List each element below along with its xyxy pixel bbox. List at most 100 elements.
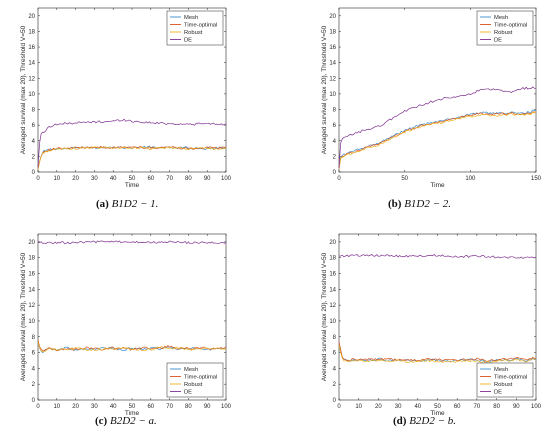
x-tick-label: 90 bbox=[513, 404, 520, 410]
y-axis-label: Averaged survival (max 20), Threshold V=… bbox=[20, 25, 27, 154]
legend-entry: Robust bbox=[494, 30, 513, 36]
y-tick-label: 6 bbox=[32, 123, 36, 129]
caption-d-text: B2D2 − b. bbox=[409, 415, 457, 427]
x-tick-label: 70 bbox=[166, 404, 173, 410]
x-tick-label: 10 bbox=[53, 404, 60, 410]
series-line-time-optimal bbox=[37, 145, 227, 170]
series-line-time-optimal bbox=[338, 341, 537, 362]
legend-entry: Robust bbox=[184, 30, 203, 36]
x-tick-label: 40 bbox=[110, 176, 117, 182]
y-tick-label: 4 bbox=[32, 366, 36, 372]
x-tick-label: 100 bbox=[531, 404, 542, 410]
y-tick-label: 8 bbox=[32, 108, 36, 114]
y-tick-label: 6 bbox=[333, 351, 337, 357]
x-tick-label: 40 bbox=[414, 404, 421, 410]
series-line-robust bbox=[338, 111, 537, 169]
caption-c: (c) B2D2 − a. bbox=[95, 415, 157, 427]
y-tick-label: 10 bbox=[28, 319, 35, 325]
caption-c-text: B2D2 − a. bbox=[109, 415, 157, 427]
y-tick-label: 16 bbox=[329, 272, 336, 278]
x-tick-label: 0 bbox=[36, 176, 40, 182]
x-tick-label: 10 bbox=[53, 176, 60, 182]
y-tick-label: 16 bbox=[28, 45, 35, 51]
caption-b-text: B1D2 − 2. bbox=[404, 198, 452, 210]
series-line-de bbox=[38, 240, 227, 245]
caption-a: (a) B1D2 − 1. bbox=[96, 198, 158, 210]
x-tick-label: 100 bbox=[221, 176, 232, 182]
series-line-mesh bbox=[37, 341, 227, 354]
y-tick-label: 2 bbox=[333, 154, 337, 160]
legend-entry: Mesh bbox=[494, 15, 508, 21]
x-tick-label: 70 bbox=[474, 404, 481, 410]
caption-d: (d) B2D2 − b. bbox=[393, 415, 456, 427]
y-tick-label: 12 bbox=[28, 76, 35, 82]
x-tick-label: 70 bbox=[166, 176, 173, 182]
y-tick-label: 10 bbox=[28, 92, 35, 98]
chart-panel-3: 0 2 4 6 8 10 12 14 16 18 20 0 10 20 30 40 50 60 70 80 90 100 T… bbox=[321, 233, 542, 417]
legend-entry: DE bbox=[184, 38, 192, 44]
caption-a-text: B1D2 − 1. bbox=[111, 198, 159, 210]
series-line-de bbox=[338, 86, 537, 169]
x-axis-label: Time bbox=[430, 410, 445, 417]
x-tick-label: 80 bbox=[185, 176, 192, 182]
y-tick-label: 6 bbox=[333, 123, 337, 129]
y-tick-label: 18 bbox=[28, 29, 35, 35]
y-tick-label: 2 bbox=[32, 154, 36, 160]
x-tick-label: 50 bbox=[129, 404, 136, 410]
y-tick-label: 8 bbox=[32, 335, 36, 341]
chart-panel-0: 0 2 4 6 8 10 12 14 16 18 20 0 10 20 30 40 50 60 70 80 90 100 T… bbox=[20, 7, 232, 189]
y-tick-label: 2 bbox=[333, 382, 337, 388]
legend-entry: DE bbox=[184, 390, 192, 396]
legend-entry: Robust bbox=[184, 382, 203, 388]
series-line-time-optimal bbox=[338, 111, 537, 169]
x-tick-label: 0 bbox=[337, 176, 341, 182]
legend-entry: DE bbox=[494, 38, 502, 44]
x-tick-label: 90 bbox=[204, 404, 211, 410]
x-tick-label: 80 bbox=[185, 404, 192, 410]
caption-c-letter: (c) bbox=[95, 415, 108, 427]
x-tick-label: 50 bbox=[129, 176, 136, 182]
x-tick-label: 0 bbox=[36, 404, 40, 410]
x-tick-label: 80 bbox=[493, 404, 500, 410]
x-tick-label: 50 bbox=[434, 404, 441, 410]
y-tick-label: 0 bbox=[32, 398, 36, 404]
y-tick-label: 20 bbox=[329, 14, 336, 20]
y-tick-label: 10 bbox=[329, 92, 336, 98]
x-tick-label: 20 bbox=[72, 176, 79, 182]
y-tick-label: 0 bbox=[333, 170, 337, 176]
legend-entry: Robust bbox=[494, 382, 513, 388]
x-tick-label: 100 bbox=[465, 176, 476, 182]
series-line-robust bbox=[37, 146, 227, 170]
y-tick-label: 18 bbox=[28, 256, 35, 262]
y-tick-label: 4 bbox=[333, 139, 337, 145]
x-tick-label: 30 bbox=[91, 176, 98, 182]
y-tick-label: 0 bbox=[333, 398, 337, 404]
series-line-robust bbox=[37, 342, 227, 353]
caption-a-letter: (a) bbox=[96, 198, 109, 210]
x-tick-label: 60 bbox=[147, 404, 154, 410]
y-tick-label: 14 bbox=[28, 287, 35, 293]
y-tick-label: 8 bbox=[333, 335, 337, 341]
series-line-de bbox=[338, 253, 537, 259]
caption-b: (b) B1D2 − 2. bbox=[388, 198, 451, 210]
legend-entry: Time-optimal bbox=[494, 23, 527, 29]
y-tick-label: 6 bbox=[32, 351, 36, 357]
y-tick-label: 20 bbox=[28, 240, 35, 246]
y-tick-label: 16 bbox=[28, 272, 35, 278]
y-tick-label: 12 bbox=[28, 303, 35, 309]
y-tick-label: 18 bbox=[329, 29, 336, 35]
chart-panel-2: 0 2 4 6 8 10 12 14 16 18 20 0 10 20 30 40 50 60 70 80 90 100 T… bbox=[20, 233, 232, 417]
x-tick-label: 150 bbox=[531, 176, 542, 182]
y-tick-label: 20 bbox=[28, 14, 35, 20]
x-axis-label: Time bbox=[125, 410, 140, 417]
x-tick-label: 30 bbox=[395, 404, 402, 410]
y-tick-label: 12 bbox=[329, 76, 336, 82]
series-line-robust bbox=[338, 344, 537, 364]
y-axis-label: Averaged survival (max 20), Threshold V=… bbox=[321, 25, 328, 154]
x-tick-label: 30 bbox=[91, 404, 98, 410]
y-tick-label: 2 bbox=[32, 382, 36, 388]
